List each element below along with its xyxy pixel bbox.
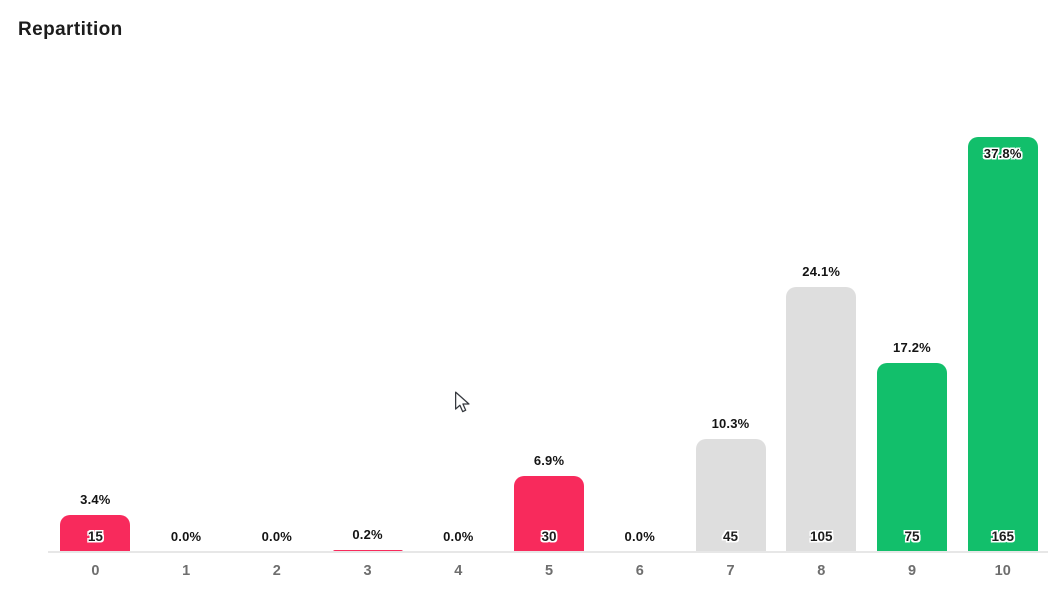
bar-5[interactable] — [514, 476, 585, 552]
bar-slot-3: 0.2% 3 — [322, 100, 413, 579]
bar-9[interactable] — [876, 363, 947, 552]
bar-slot-1: 0.0% 1 — [141, 100, 232, 579]
x-tick-label-2: 2 — [272, 563, 281, 579]
percent-label-3: 0.2% — [352, 526, 383, 542]
percent-label-1: 0.0% — [170, 529, 202, 544]
value-label-9: 75 — [904, 529, 920, 544]
percent-label-10: 37.8% — [983, 146, 1022, 161]
bar-3[interactable] — [332, 549, 403, 552]
bar-7[interactable] — [695, 438, 766, 552]
bar-slot-7: 10.3% 45 7 — [685, 100, 776, 579]
bar-slot-4: 0.0% 4 — [413, 100, 504, 579]
value-label-7: 45 — [722, 529, 739, 544]
x-tick-label-5: 5 — [545, 563, 554, 579]
value-label-10: 165 — [991, 529, 1014, 544]
bar-0[interactable] — [60, 514, 131, 552]
x-tick-label-9: 9 — [907, 563, 917, 579]
bar-slot-8: 24.1% 105 8 — [776, 100, 867, 579]
percent-label-4: 0.0% — [443, 529, 474, 544]
bar-8[interactable] — [786, 287, 857, 552]
mouse-cursor-icon — [454, 391, 470, 413]
page-title: Repartition — [18, 19, 123, 40]
x-tick-label-10: 10 — [994, 563, 1011, 579]
bar-chart: 3.4% 15 0 0.0% 1 0.0% 2 0.2% 3 0.0% 4 6.9% 30 5 0.0% 6 1… — [50, 100, 1048, 579]
x-tick-label-7: 7 — [726, 563, 735, 579]
percent-label-2: 0.0% — [261, 529, 293, 544]
x-tick-label-4: 4 — [454, 563, 463, 579]
percent-label-6: 0.0% — [624, 529, 655, 544]
percent-label-8: 24.1% — [802, 264, 841, 280]
value-label-5: 30 — [541, 529, 557, 544]
percent-label-0: 3.4% — [80, 491, 111, 507]
bar-10[interactable] — [967, 137, 1038, 552]
bar-slot-5: 6.9% 30 5 — [504, 100, 595, 579]
x-tick-label-3: 3 — [363, 563, 372, 579]
x-tick-label-0: 0 — [91, 563, 100, 579]
bar-slot-2: 0.0% 2 — [231, 100, 322, 579]
bar-slot-6: 0.0% 6 — [594, 100, 685, 579]
percent-label-7: 10.3% — [711, 415, 750, 431]
value-label-8: 105 — [809, 529, 833, 544]
bar-slot-0: 3.4% 15 0 — [50, 100, 141, 579]
bar-slot-10: 37.8% 165 10 — [957, 100, 1048, 579]
percent-label-5: 6.9% — [533, 453, 565, 469]
x-tick-label-6: 6 — [635, 563, 644, 579]
bar-slot-9: 17.2% 75 9 — [867, 100, 958, 579]
value-label-0: 15 — [87, 529, 103, 544]
x-axis-line — [48, 551, 1048, 553]
x-tick-label-8: 8 — [817, 563, 826, 579]
percent-label-9: 17.2% — [893, 340, 931, 356]
x-tick-label-1: 1 — [182, 563, 191, 579]
